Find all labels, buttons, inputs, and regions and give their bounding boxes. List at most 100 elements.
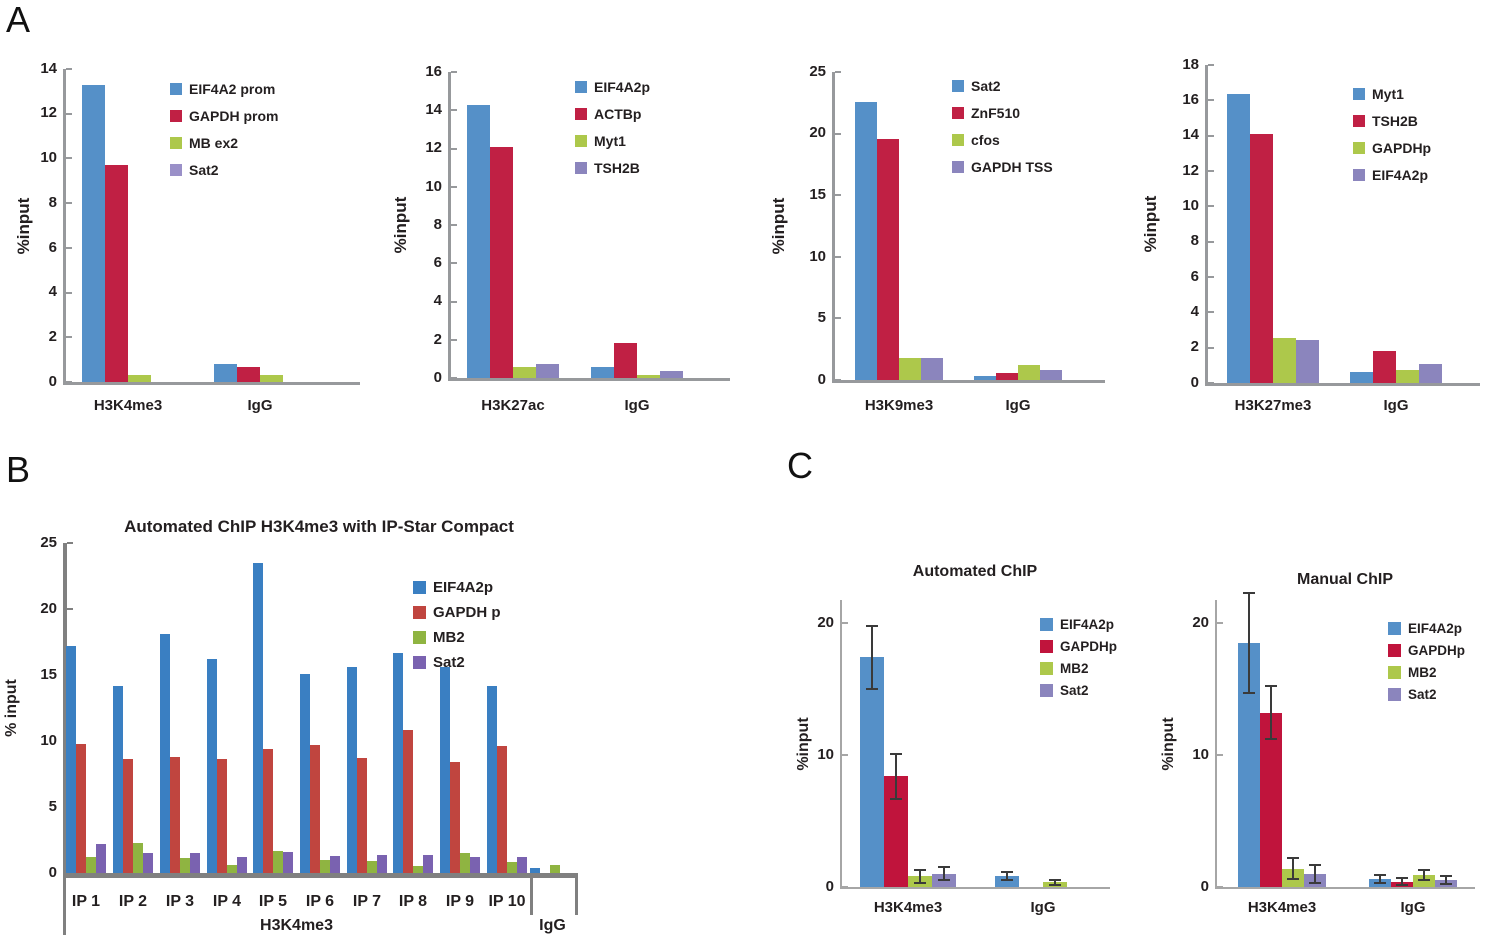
legend-item: Sat2 xyxy=(170,156,278,183)
y-tick-mark xyxy=(66,157,72,160)
error-bar xyxy=(1379,875,1381,884)
legend-label: Myt1 xyxy=(594,132,626,149)
y-tick-mark xyxy=(835,317,841,320)
error-bar xyxy=(895,753,897,799)
y-tick-mark xyxy=(1217,754,1223,756)
y-tick-label: 10 xyxy=(1192,745,1209,763)
error-bar-cap xyxy=(1374,874,1386,877)
legend-swatch xyxy=(952,160,964,173)
legend-item: MB2 xyxy=(1388,661,1465,683)
panel-label-a: A xyxy=(6,0,31,40)
bar-gapdh-p-ip-3 xyxy=(170,756,180,873)
y-axis-line xyxy=(832,72,835,383)
y-axis-line xyxy=(840,600,842,889)
x-category-label: H3K4me3 xyxy=(93,397,163,414)
y-tick-label: 25 xyxy=(809,62,826,80)
legend-item: TSH2B xyxy=(575,154,650,181)
x-category-label: IP 4 xyxy=(212,893,242,910)
error-bar-cap xyxy=(1243,591,1255,594)
y-tick-mark xyxy=(451,147,457,150)
bar-eif4a2p-ip-6 xyxy=(300,673,310,873)
chart-automated-chip-ip-star: Automated ChIP H3K4me3 with IP-Star Comp… xyxy=(0,505,730,939)
y-tick-mark xyxy=(451,300,457,303)
legend-label: TSH2B xyxy=(1372,112,1418,129)
y-tick-mark xyxy=(1217,622,1223,624)
y-tick-label: 0 xyxy=(433,368,442,386)
y-tick-label: 14 xyxy=(425,101,442,118)
legend-item: MB2 xyxy=(413,625,501,650)
y-tick-label: 10 xyxy=(817,745,834,763)
y-tick-mark xyxy=(835,132,841,135)
x-category-label: H3K27ac xyxy=(481,397,545,414)
legend-item: GAPDHp xyxy=(1388,639,1465,661)
y-tick-label: 0 xyxy=(48,372,57,390)
error-bar-cap xyxy=(890,752,902,755)
x-group-label: H3K4me3 xyxy=(260,917,333,934)
panel-label-c: C xyxy=(787,445,813,486)
legend-swatch xyxy=(952,106,964,119)
y-tick-label: 0 xyxy=(1200,877,1209,895)
legend-item: EIF4A2p xyxy=(1388,617,1465,639)
bar-sat2-ip-3 xyxy=(190,853,200,873)
legend-swatch xyxy=(1388,621,1401,635)
error-bar-cap xyxy=(914,868,926,871)
legend-label: EIF4A2p xyxy=(1060,616,1115,632)
bar-gapdh-tss-h3k9me3 xyxy=(921,357,943,380)
y-tick-mark xyxy=(1208,240,1214,243)
chart-title: Automated ChIP xyxy=(912,563,1038,580)
legend-swatch xyxy=(575,134,587,147)
bar-actbp-h3k27ac xyxy=(490,146,513,378)
bar-sat2-ip-8 xyxy=(423,854,433,873)
error-bar-cap xyxy=(1440,882,1452,885)
legend-item: ACTBp xyxy=(575,100,650,127)
y-tick-mark xyxy=(67,872,73,874)
legend-item: cfos xyxy=(952,126,1053,153)
legend-item: EIF4A2 prom xyxy=(170,75,278,102)
axis-bracket-right xyxy=(575,873,578,915)
error-bar-cap xyxy=(1309,863,1321,866)
x-category-label: IP 9 xyxy=(445,893,475,910)
bar-eif4a2p-ip-8 xyxy=(393,652,403,873)
axis-bracket-divider xyxy=(530,873,533,915)
error-bar-cap xyxy=(1309,882,1321,885)
y-tick-label: 14 xyxy=(40,59,57,77)
bar-znf510-igg xyxy=(996,372,1018,380)
legend-swatch xyxy=(1388,665,1401,679)
legend: EIF4A2p GAPDH p MB2 Sat2 xyxy=(413,575,501,675)
y-tick-label: 10 xyxy=(1182,197,1199,215)
legend-label: EIF4A2p xyxy=(433,579,494,596)
x-category-label: IP 8 xyxy=(398,893,428,910)
legend-swatch xyxy=(1388,687,1401,701)
error-bar-cap xyxy=(1287,856,1299,859)
error-bar-cap xyxy=(938,866,950,869)
bar-mb2-ip-4 xyxy=(227,865,237,873)
bar-tsh2b-igg xyxy=(1373,351,1396,383)
y-tick-label: 0 xyxy=(817,370,826,388)
x-category-label: IP 1 xyxy=(71,893,101,910)
bar-mb-ex2-igg xyxy=(260,375,283,382)
chart-h3k27ac-vs-igg: %input 0 2 4 6 8 10 12 14 16 H3K27ac IgG EIF4A2p ACTB… xyxy=(385,45,745,460)
legend: Sat2 ZnF510 cfos GAPDH TSS xyxy=(952,72,1053,180)
error-bar xyxy=(871,625,873,689)
y-tick-mark xyxy=(1208,275,1214,278)
y-tick-label: 4 xyxy=(48,283,57,301)
bar-sat2-igg xyxy=(974,376,996,380)
legend-item: Sat2 xyxy=(1040,679,1117,701)
bar-znf510-h3k9me3 xyxy=(877,138,899,380)
legend: EIF4A2p GAPDHp MB2 Sat2 xyxy=(1040,613,1117,701)
legend-label: GAPDH prom xyxy=(189,107,279,124)
y-tick-label: 15 xyxy=(40,665,57,683)
x-category-label: IgG xyxy=(1005,397,1031,414)
x-axis-line xyxy=(840,887,1110,889)
legend-label: EIF4A2p xyxy=(1372,166,1429,183)
bar-gapdh-p-ip-7 xyxy=(357,758,367,873)
y-tick-mark xyxy=(835,71,841,73)
bar-mb2-ip-10 xyxy=(507,862,517,873)
legend-item: GAPDH p xyxy=(413,600,501,625)
y-tick-mark xyxy=(1208,205,1214,208)
error-bar xyxy=(943,867,945,881)
bar-eif4a2p-h3k27me3 xyxy=(1296,339,1319,383)
bar-gapdh-prom-h3k4me3 xyxy=(105,165,128,382)
bar-eif4a2p-h3k4me3 xyxy=(860,657,884,887)
error-bar xyxy=(1314,864,1316,884)
